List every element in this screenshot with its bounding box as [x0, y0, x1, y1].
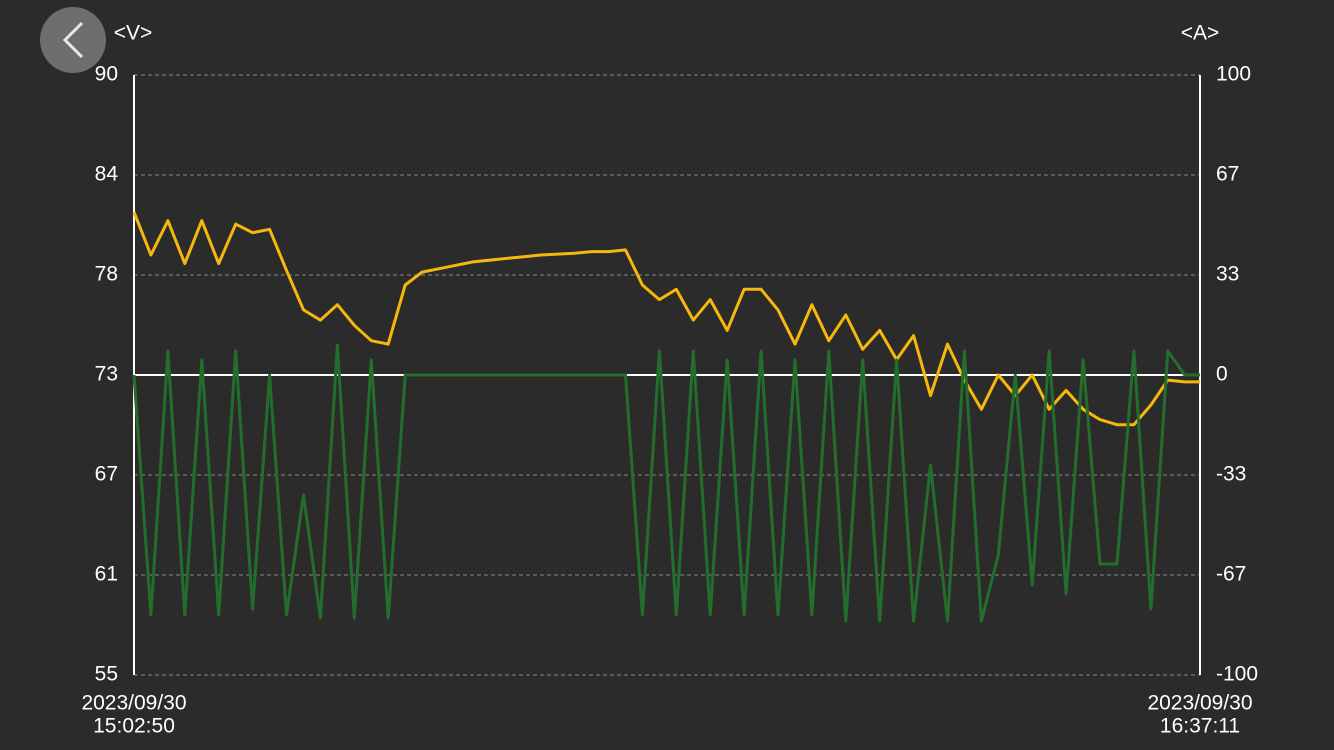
y2-tick-label: -33 — [1216, 463, 1246, 486]
y-tick-label: 55 — [95, 663, 118, 686]
back-button-circle[interactable] — [40, 7, 106, 73]
back-chevron[interactable] — [62, 21, 84, 59]
x-tick-label: 16:37:11 — [1160, 715, 1240, 738]
y-tick-label: 61 — [95, 563, 118, 586]
series-line — [132, 211, 1200, 427]
y-tick-label: 78 — [95, 263, 118, 286]
y2-axis-label: <A> — [1181, 22, 1220, 45]
y-tick-label: 67 — [95, 463, 118, 486]
series-line — [132, 343, 1200, 623]
x-tick-label: 2023/09/30 — [1147, 692, 1252, 715]
y2-tick-label: 33 — [1216, 263, 1239, 286]
y-axis-label: <V> — [114, 22, 153, 45]
y-tick-label: 90 — [95, 63, 118, 86]
y2-tick-label: 100 — [1216, 63, 1251, 86]
x-tick-label: 2023/09/30 — [81, 692, 186, 715]
y2-tick-label: 0 — [1216, 363, 1228, 386]
y-tick-label: 73 — [95, 363, 118, 386]
back-button[interactable] — [40, 7, 106, 73]
y2-tick-label: -100 — [1216, 663, 1258, 686]
y2-tick-label: -67 — [1216, 563, 1246, 586]
x-tick-label: 15:02:50 — [93, 715, 175, 738]
y2-tick-label: 67 — [1216, 163, 1239, 186]
y-tick-label: 84 — [95, 163, 119, 186]
